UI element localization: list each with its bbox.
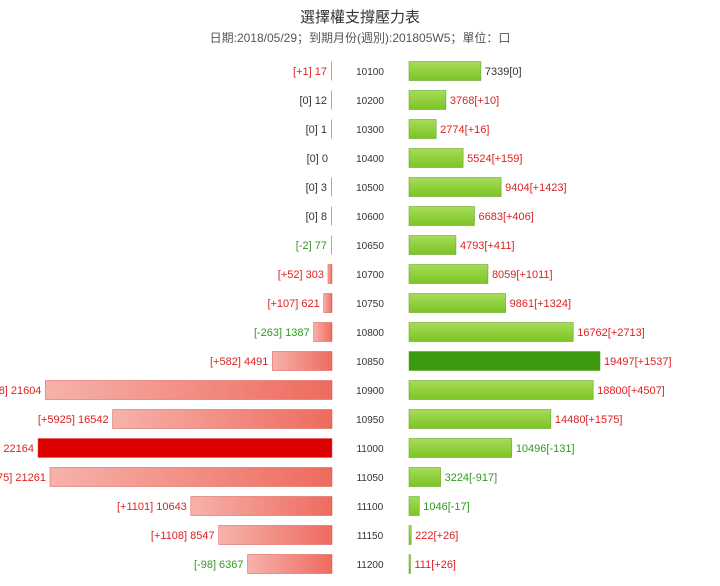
- put-value-label: [-263] 1387: [254, 327, 310, 339]
- put-value-label: [+1] 17: [293, 66, 327, 78]
- call-value-label: 10496[-131]: [516, 443, 575, 455]
- put-bar: [247, 554, 333, 574]
- call-bar: [408, 322, 574, 342]
- strike-label: 10700: [356, 270, 384, 281]
- put-value-label: [0] 3: [306, 182, 327, 194]
- strike-label: 10100: [356, 67, 384, 78]
- call-bar: [408, 554, 411, 574]
- put-bar: [331, 119, 332, 139]
- strike-label: 10800: [356, 328, 384, 339]
- put-value-label: [+107] 621: [267, 298, 319, 310]
- put-value-label: [+7669] 22164: [0, 443, 34, 455]
- call-bar: [408, 467, 441, 487]
- call-value-label: 3224[-917]: [445, 472, 498, 484]
- call-bar: [408, 496, 420, 516]
- call-value-label: 14480[+1575]: [555, 414, 623, 426]
- call-bar: [408, 264, 489, 284]
- strike-label: 10600: [356, 212, 384, 223]
- strike-label: 10400: [356, 154, 384, 165]
- chart-title: 選擇權支撐壓力表: [299, 9, 420, 26]
- call-value-label: 9861[+1324]: [510, 298, 571, 310]
- call-value-label: 18800[+4507]: [597, 385, 665, 397]
- put-value-label: [+1108] 8547: [151, 530, 215, 542]
- call-bar: [408, 235, 457, 255]
- put-value-label: [+1101] 10643: [117, 501, 187, 513]
- put-bar: [272, 351, 333, 371]
- strike-label: 11150: [357, 531, 384, 542]
- call-value-label: 4793[+411]: [460, 240, 515, 252]
- call-value-label: 9404[+1423]: [505, 182, 566, 194]
- call-value-label: 16762[+2713]: [577, 327, 645, 339]
- put-bar: [327, 264, 333, 284]
- put-value-label: [0] 0: [307, 153, 328, 165]
- put-bar: [330, 235, 332, 255]
- call-bar: [408, 119, 437, 139]
- strike-label: 10200: [356, 96, 384, 107]
- strike-label: 10500: [356, 183, 384, 194]
- call-bar: [408, 380, 594, 400]
- strike-label: 10900: [356, 386, 384, 397]
- strike-label: 10950: [356, 415, 384, 426]
- put-bar: [331, 206, 332, 226]
- put-value-label: [0] 12: [299, 95, 327, 107]
- call-bar: [408, 148, 464, 168]
- put-value-label: [-2] 77: [296, 240, 327, 252]
- put-bar: [218, 525, 333, 545]
- call-value-label: 6683[+406]: [478, 211, 533, 223]
- strike-label: 10650: [356, 241, 384, 252]
- put-bar: [49, 467, 333, 487]
- put-bar: [323, 293, 333, 313]
- put-bar: [45, 380, 333, 400]
- call-bar: [408, 206, 475, 226]
- call-bar: [408, 438, 513, 458]
- chart-subtitle: 日期:2018/05/29；到期月份(週別):201805W5；單位：口: [209, 31, 511, 45]
- call-value-label: 111[+26]: [415, 559, 457, 571]
- call-bar: [408, 90, 447, 110]
- call-bar: [408, 409, 552, 429]
- strike-label: 10850: [356, 357, 384, 368]
- put-bar: [190, 496, 333, 516]
- put-value-label: [+5925] 16542: [38, 414, 109, 426]
- put-bar: [331, 61, 332, 81]
- strike-label: 10300: [356, 125, 384, 136]
- call-bar: [408, 351, 601, 371]
- call-bar: [408, 177, 502, 197]
- put-bar: [112, 409, 333, 429]
- put-bar: [331, 90, 332, 110]
- call-bar: [408, 293, 506, 313]
- put-value-label: [0] 1: [306, 124, 327, 136]
- put-bar: [313, 322, 333, 342]
- put-value-label: [0] 8: [306, 211, 327, 223]
- strike-label: 11050: [356, 473, 384, 484]
- call-bar: [408, 525, 412, 545]
- put-value-label: [+5775] 21261: [0, 472, 46, 484]
- strike-label: 11000: [356, 444, 384, 455]
- strike-label: 11100: [357, 502, 384, 513]
- call-value-label: 3768[+10]: [450, 95, 499, 107]
- put-value-label: [+12468] 21604: [0, 385, 41, 397]
- strike-label: 10750: [356, 299, 384, 310]
- call-value-label: 8059[+1011]: [492, 269, 553, 281]
- call-value-label: 222[+26]: [415, 530, 458, 542]
- put-bar: [37, 438, 333, 458]
- call-value-label: 19497[+1537]: [604, 356, 672, 368]
- put-bar: [331, 177, 332, 197]
- call-bar: [408, 61, 482, 81]
- call-value-label: 5524[+159]: [467, 153, 522, 165]
- call-value-label: 7339[0]: [485, 66, 522, 78]
- put-value-label: [+582] 4491: [210, 356, 268, 368]
- call-value-label: 2774[+16]: [440, 124, 489, 136]
- put-value-label: [-98] 6367: [194, 559, 244, 571]
- strike-label: 11200: [356, 560, 384, 571]
- put-value-label: [+52] 303: [278, 269, 324, 281]
- call-value-label: 1046[-17]: [423, 501, 469, 513]
